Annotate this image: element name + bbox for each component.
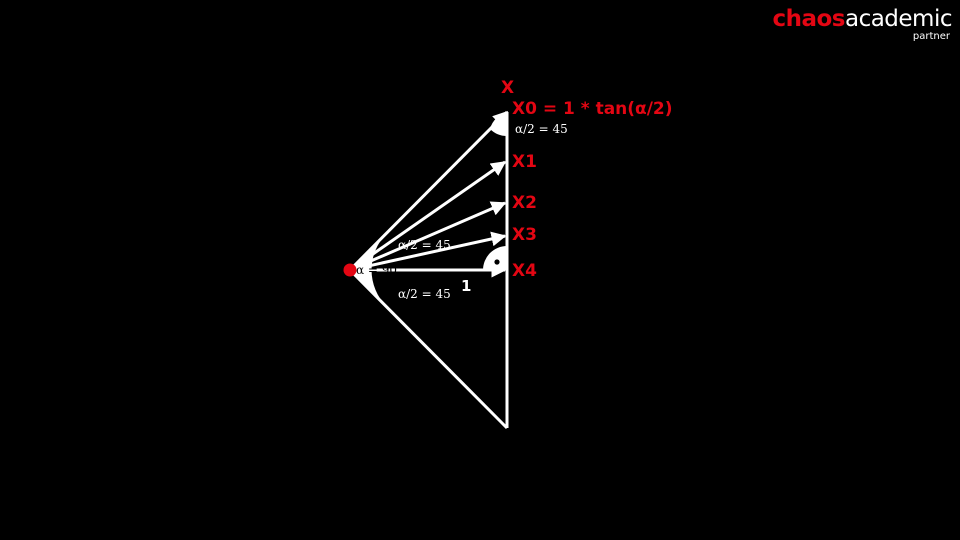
chaos-academic-partner-logo: chaosacademic partner [772, 6, 952, 42]
full-angle-label: α = 90 [356, 263, 397, 277]
x0-formula-label: X0 = 1 * tan(α/2) [512, 99, 673, 119]
logo-academic-text: academic [844, 6, 953, 32]
right-angle-marker [483, 246, 507, 270]
x-label: X [501, 78, 514, 98]
ray-x0 [348, 110, 509, 272]
camera-origin-point [343, 263, 357, 277]
unit-length-label: 1 [461, 277, 471, 295]
x2-label: X2 [512, 193, 537, 213]
x4-label: X4 [512, 261, 537, 281]
upper-half-angle-label: α/2 = 45 [398, 238, 451, 252]
ray-x1 [349, 160, 507, 272]
x3-label: X3 [512, 225, 537, 245]
top-half-angle-label: α/2 = 45 [515, 122, 568, 136]
ray-x2 [349, 201, 507, 272]
logo-chaos-text: chaos [772, 6, 845, 32]
lower-frustum-edge [348, 268, 509, 430]
logo-partner-text: partner [912, 31, 950, 42]
logo-wordmark: chaosacademic [772, 6, 952, 32]
lower-half-angle-label: α/2 = 45 [398, 287, 451, 301]
right-angle-dot [494, 259, 500, 265]
ray-x3 [349, 231, 507, 272]
x1-label: X1 [512, 152, 537, 172]
